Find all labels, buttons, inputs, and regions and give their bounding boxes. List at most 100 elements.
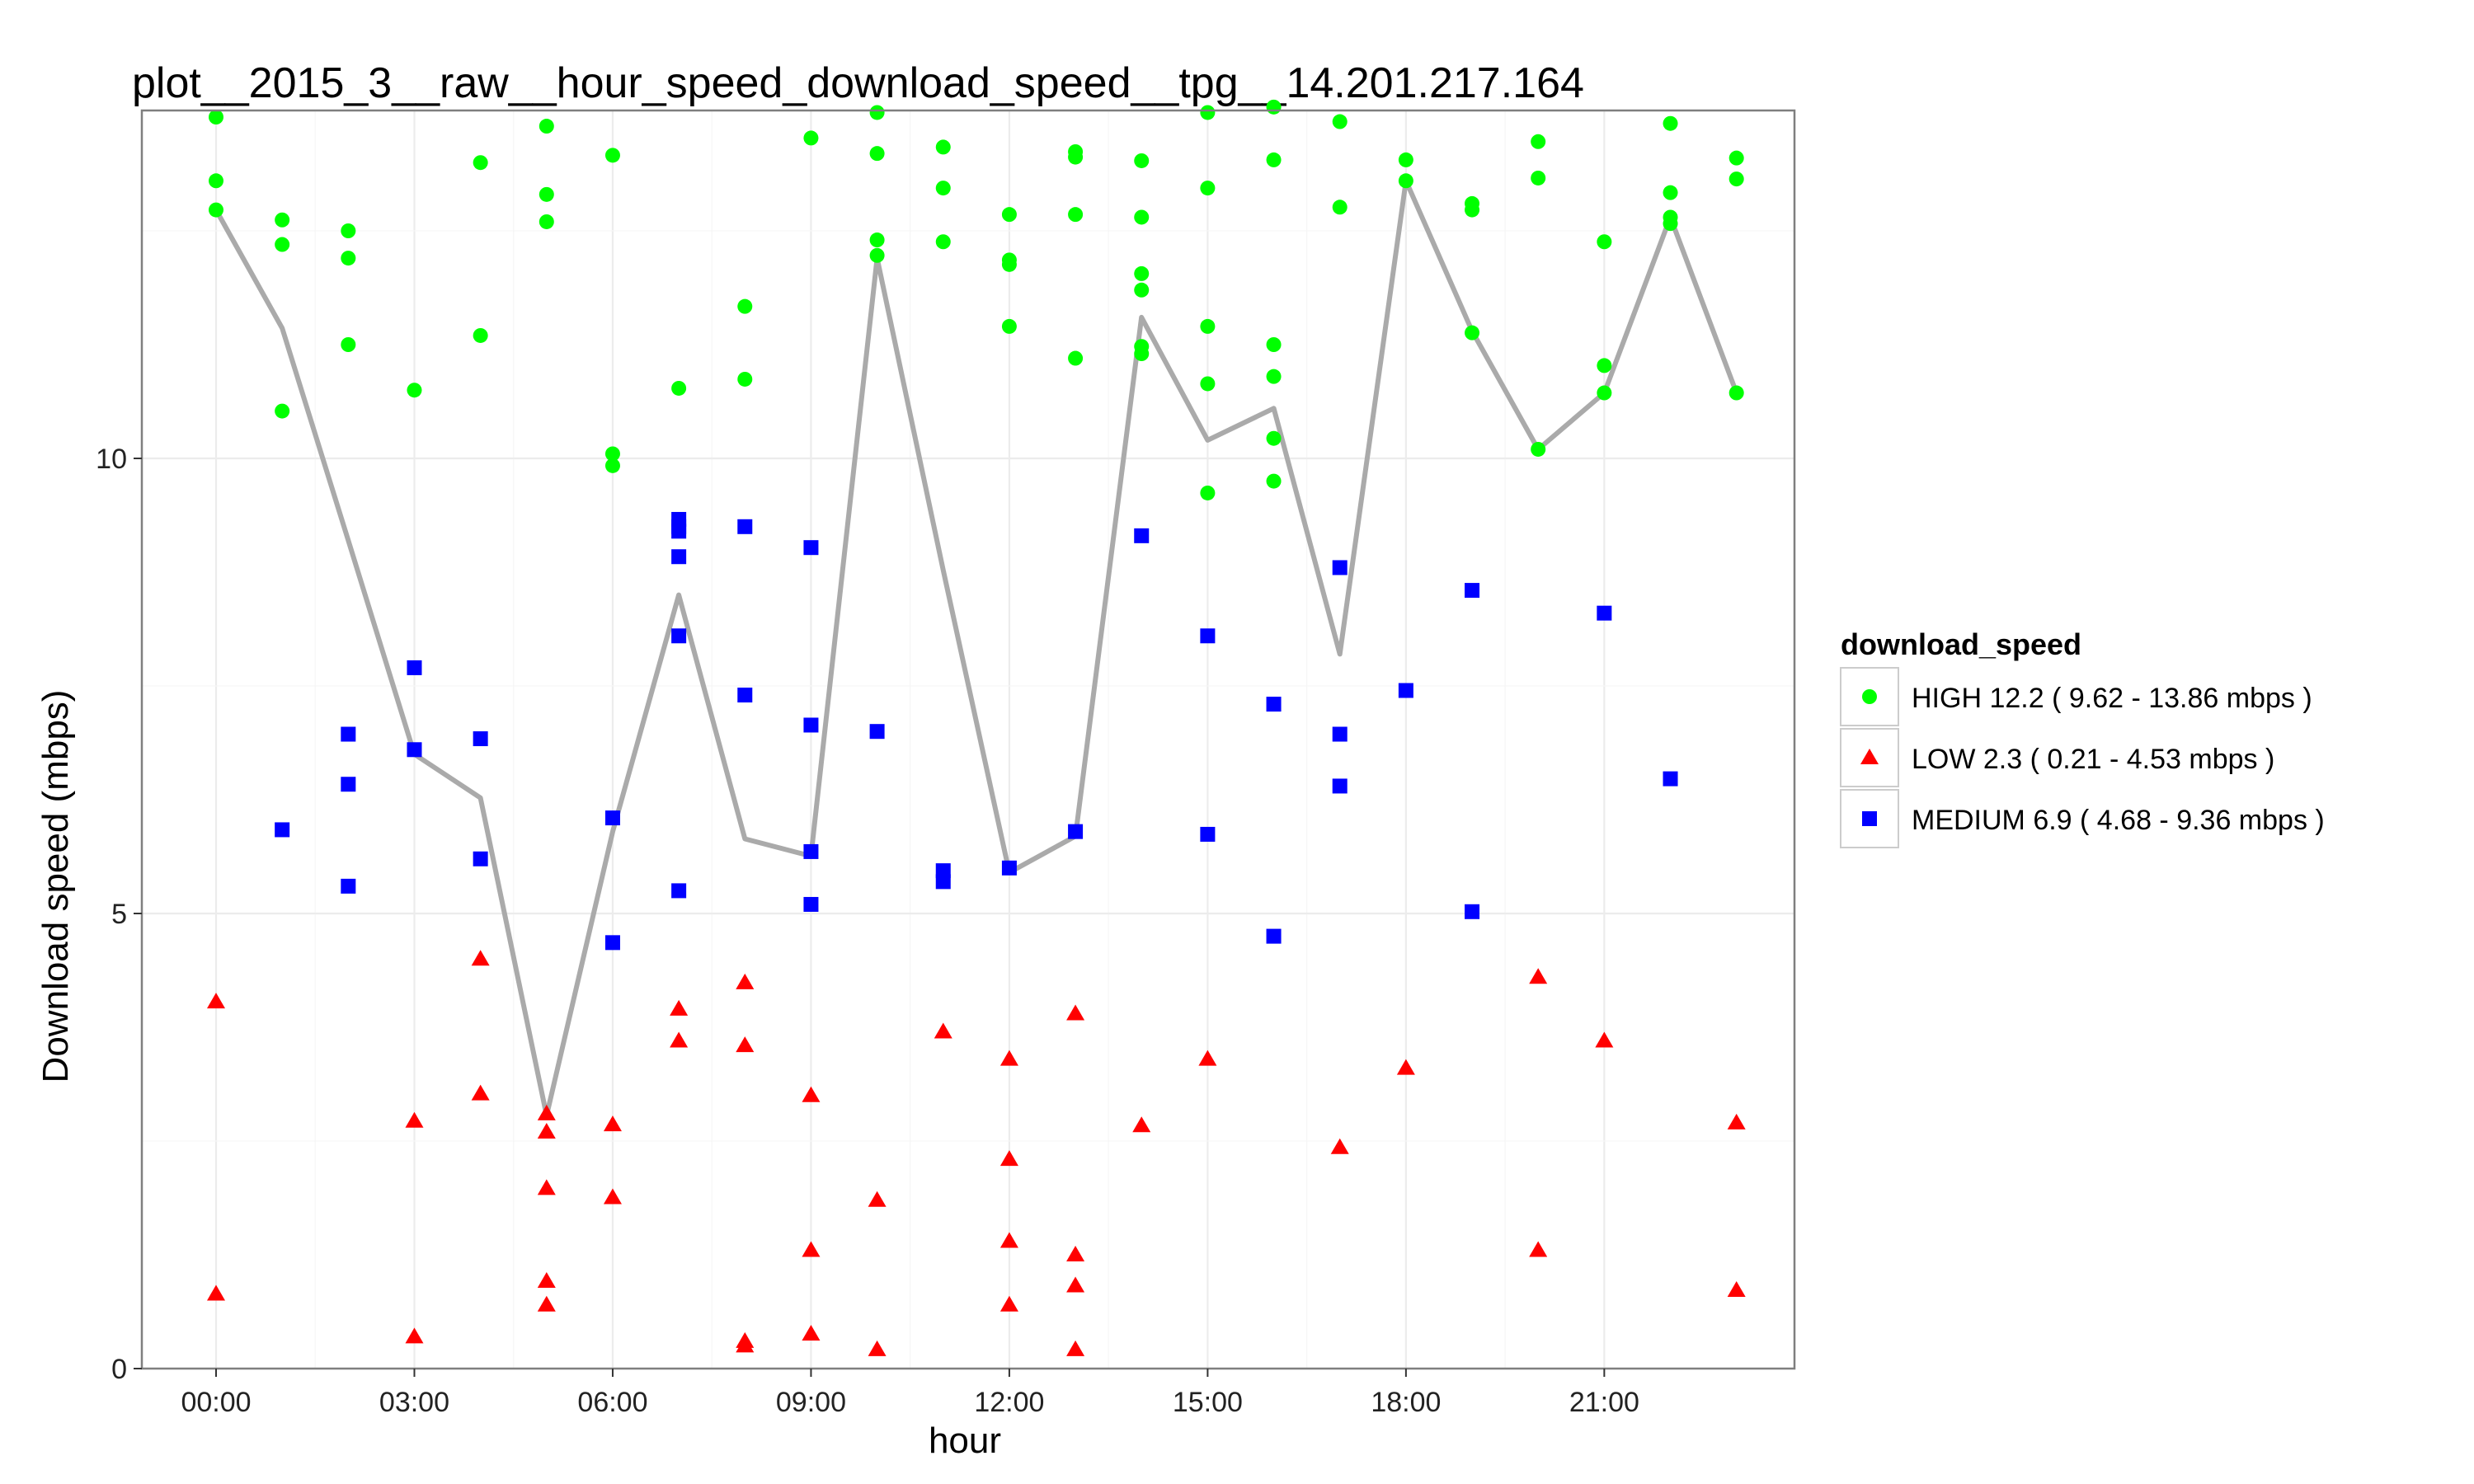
data-point-low [868, 1340, 887, 1356]
data-point-medium [1465, 583, 1480, 599]
data-point-low [1330, 1138, 1349, 1154]
data-point-medium [737, 688, 753, 703]
data-point-high [1465, 325, 1480, 340]
data-point-high [341, 251, 356, 266]
data-point-low [207, 1284, 225, 1301]
data-point-medium [1200, 826, 1216, 842]
data-point-medium [1134, 528, 1150, 543]
legend-key-box-low [1840, 728, 1899, 787]
data-point-high [1266, 369, 1282, 384]
data-point-low [736, 973, 755, 989]
data-point-low [934, 1022, 952, 1039]
data-point-high [1398, 173, 1413, 189]
data-point-high [1001, 207, 1017, 223]
data-point-low [736, 1036, 755, 1053]
data-point-low [537, 1272, 556, 1289]
data-point-high [869, 105, 885, 120]
data-point-high [1200, 318, 1216, 334]
data-point-high [869, 232, 885, 248]
data-point-high [275, 212, 290, 228]
data-point-high [1531, 441, 1546, 457]
data-point-low [999, 1295, 1018, 1312]
x-tick-label: 06:00 [577, 1387, 647, 1418]
legend-symbol-medium [1862, 811, 1877, 826]
data-point-high [1531, 134, 1546, 149]
data-point-high [473, 327, 488, 343]
data-point-medium [869, 724, 885, 740]
x-tick-label: 21:00 [1569, 1387, 1639, 1418]
data-point-medium [275, 822, 290, 838]
data-point-high [341, 337, 356, 352]
data-point-high [935, 139, 951, 155]
legend: download_speed HIGH 12.2 ( 9.62 - 13.86 … [1840, 627, 2325, 848]
data-point-high [341, 223, 356, 238]
legend-symbol-high [1862, 689, 1877, 704]
data-point-low [802, 1086, 821, 1102]
data-point-medium [803, 540, 819, 556]
data-point-low [736, 1336, 755, 1353]
data-point-medium [341, 777, 356, 792]
data-point-high [473, 155, 488, 171]
data-point-medium [1200, 628, 1216, 644]
data-point-high [935, 234, 951, 250]
data-point-medium [473, 731, 488, 747]
data-point-medium [341, 878, 356, 894]
data-point-high [1332, 114, 1348, 129]
data-point-low [1396, 1059, 1415, 1075]
data-point-low [802, 1325, 821, 1341]
data-point-high [1465, 202, 1480, 218]
data-point-high [604, 446, 620, 462]
x-tick-label: 18:00 [1371, 1387, 1441, 1418]
data-point-low [603, 1115, 622, 1132]
data-point-low [802, 1241, 821, 1257]
data-point-high [1729, 150, 1744, 166]
y-tick-label: 10 [96, 444, 127, 475]
y-tick-label: 0 [111, 1354, 127, 1385]
data-point-low [999, 1050, 1018, 1066]
data-point-high [1068, 350, 1084, 366]
data-point-high [1597, 358, 1612, 373]
data-point-high [604, 458, 620, 473]
data-point-medium [1465, 904, 1480, 919]
data-point-medium [1332, 560, 1348, 575]
data-point-high [737, 371, 753, 387]
data-point-high [1134, 265, 1150, 281]
data-point-high [1068, 149, 1084, 165]
data-point-high [209, 110, 223, 124]
data-point-medium [1068, 824, 1084, 839]
data-point-medium [604, 810, 620, 826]
chart-title: plot__2015_3__raw__hour_speed_download_s… [132, 59, 1584, 107]
data-point-high [1729, 171, 1744, 187]
data-point-high [1200, 485, 1216, 500]
data-point-low [1066, 1340, 1085, 1356]
legend-title: download_speed [1841, 627, 2081, 661]
data-point-high [407, 383, 422, 398]
x-tick-label: 03:00 [379, 1387, 449, 1418]
y-axis-title: Download speed (mbps) [35, 690, 76, 1083]
data-point-low [1198, 1050, 1217, 1066]
data-point-high [539, 214, 554, 229]
data-point-low [670, 1031, 689, 1048]
data-point-high [1001, 318, 1017, 334]
data-point-high [1597, 234, 1612, 250]
data-point-medium [803, 896, 819, 912]
data-point-low [999, 1150, 1018, 1167]
x-axis-title: hour [929, 1421, 1001, 1461]
data-point-low [868, 1190, 887, 1207]
data-point-low [537, 1104, 556, 1120]
data-point-high [1332, 200, 1348, 215]
data-point-high [1266, 152, 1282, 167]
data-point-high [1398, 152, 1413, 167]
data-point-high [1729, 385, 1744, 401]
data-point-high [604, 148, 620, 163]
data-point-high [737, 298, 753, 314]
data-point-medium [407, 660, 422, 675]
data-point-medium [803, 717, 819, 733]
data-point-high [1663, 185, 1678, 200]
data-point-low [537, 1295, 556, 1312]
data-point-low [670, 999, 689, 1016]
data-point-high [869, 146, 885, 162]
data-point-high [1200, 376, 1216, 392]
